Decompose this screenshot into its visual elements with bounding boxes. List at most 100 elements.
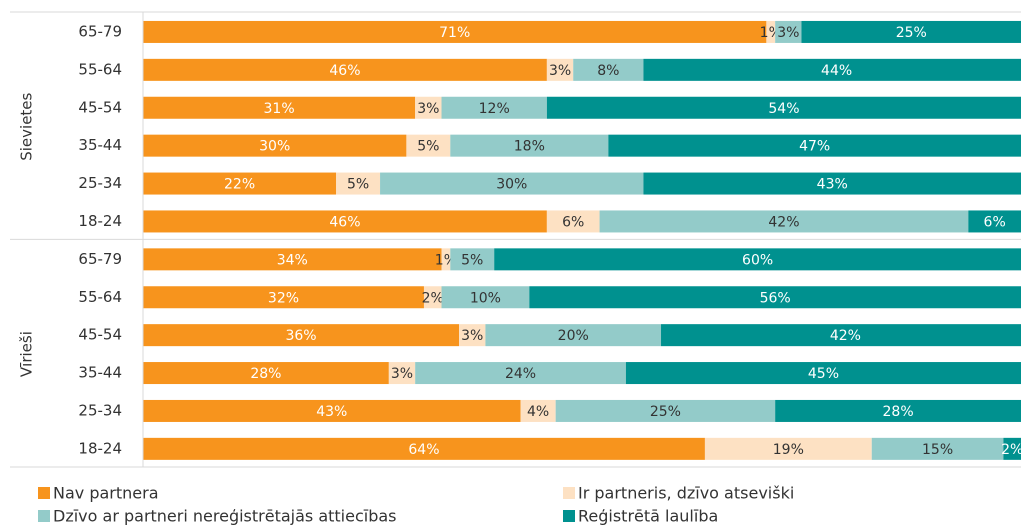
- data-label: 60%: [742, 252, 773, 268]
- bar-segment: [441, 286, 530, 309]
- data-label: 3%: [391, 366, 413, 382]
- data-label: 46%: [329, 214, 360, 230]
- data-label: 15%: [922, 442, 953, 458]
- legend-label: Dzīvo ar partneri nereģistrētajās attiec…: [53, 507, 397, 526]
- legend-swatch: [38, 487, 50, 499]
- data-label: 5%: [347, 177, 369, 193]
- bar-segment: [546, 58, 574, 81]
- bar-segment: [494, 248, 1021, 271]
- bar-segment: [380, 172, 644, 195]
- data-label: 28%: [883, 404, 914, 420]
- y-tick-label: 25-34: [78, 174, 122, 192]
- bar-segment: [406, 134, 451, 157]
- bar-segment: [441, 96, 547, 119]
- data-label: 45%: [808, 366, 839, 382]
- data-label: 6%: [562, 214, 584, 230]
- bar-segment: [775, 20, 802, 43]
- y-tick-label: 25-34: [78, 401, 122, 419]
- data-label: 8%: [597, 63, 619, 79]
- bar-segment: [415, 96, 442, 119]
- bar-segment: [704, 437, 872, 460]
- bar-segment: [643, 172, 1021, 195]
- data-label: 3%: [777, 25, 799, 41]
- bar-segment: [546, 96, 1021, 119]
- data-label: 42%: [768, 214, 799, 230]
- bar-segment: [143, 362, 389, 385]
- data-label: 30%: [496, 177, 527, 193]
- bar-segment: [143, 286, 424, 309]
- data-label: 24%: [505, 366, 536, 382]
- data-label: 5%: [461, 252, 483, 268]
- data-label: 46%: [329, 63, 360, 79]
- bar-segment: [801, 20, 1021, 43]
- bar-segment: [573, 58, 644, 81]
- bar-segment: [546, 210, 600, 233]
- bar-segment: [625, 362, 1021, 385]
- data-label: 25%: [650, 404, 681, 420]
- data-label: 18%: [514, 139, 545, 155]
- data-label: 44%: [821, 63, 852, 79]
- plot-area: 71% 1%3% 25%46% 3% 8% 44%31% 3% 12% 54%30% 5% 18% 4…: [143, 20, 1021, 460]
- data-label: 20%: [558, 328, 589, 344]
- data-label: 28%: [250, 366, 281, 382]
- legend-swatch: [563, 510, 575, 522]
- bar-segment: [520, 399, 556, 422]
- bar-segment: [441, 248, 451, 271]
- data-label: 3%: [549, 63, 571, 79]
- bar-segment: [599, 210, 969, 233]
- data-label: 36%: [285, 328, 316, 344]
- data-label: 47%: [799, 139, 830, 155]
- bar-segment: [143, 210, 547, 233]
- data-label: 3%: [461, 328, 483, 344]
- data-label: 54%: [768, 101, 799, 117]
- data-label: 12%: [479, 101, 510, 117]
- bar-segment: [529, 286, 1021, 309]
- data-label: 43%: [817, 177, 848, 193]
- data-label: 71%: [439, 25, 470, 41]
- bar-segment: [643, 58, 1021, 81]
- bar-segment: [143, 248, 442, 271]
- data-label: 43%: [316, 404, 347, 420]
- legend-swatch: [38, 510, 50, 522]
- data-label: 22%: [224, 177, 255, 193]
- bar-segment: [143, 172, 337, 195]
- bar-segment: [388, 362, 416, 385]
- data-label: 64%: [408, 442, 439, 458]
- y-tick-label: 65-79: [78, 22, 122, 40]
- y-tick-label: 45-54: [78, 98, 122, 116]
- y-tick-label: 65-79: [78, 250, 122, 268]
- data-label: 25%: [896, 25, 927, 41]
- data-label: 10%: [470, 290, 501, 306]
- bar-segment: [423, 286, 442, 309]
- bar-segment: [608, 134, 1021, 157]
- bar-segment: [459, 324, 486, 347]
- bar-segment: [766, 20, 776, 43]
- bar-segment: [143, 324, 460, 347]
- bar-segment: [143, 134, 407, 157]
- y-tick-label: 45-54: [78, 326, 122, 344]
- y-tick-label: 18-24: [78, 439, 122, 457]
- data-label: 6%: [984, 214, 1006, 230]
- data-label: 2%: [1001, 442, 1021, 458]
- data-label: 42%: [830, 328, 861, 344]
- bar-segment: [775, 399, 1021, 422]
- bar-segment: [143, 399, 521, 422]
- data-label: 30%: [259, 139, 290, 155]
- y-tick-label: 18-24: [78, 212, 122, 230]
- bar-segment: [415, 362, 626, 385]
- y-tick-label: 35-44: [78, 364, 122, 382]
- data-label: 2%: [422, 290, 444, 306]
- bar-segment: [450, 134, 609, 157]
- bar-segment: [555, 399, 776, 422]
- bar-segment: [143, 58, 547, 81]
- y-tick-label: 55-64: [78, 60, 122, 78]
- bar-segment: [143, 20, 767, 43]
- legend-swatch: [563, 487, 575, 499]
- data-label: 34%: [277, 252, 308, 268]
- bar-segment: [143, 437, 705, 460]
- bar-segment: [871, 437, 1004, 460]
- y-tick-label: 35-44: [78, 136, 122, 154]
- group-label: Vīrieši: [18, 331, 36, 377]
- data-label: 19%: [773, 442, 804, 458]
